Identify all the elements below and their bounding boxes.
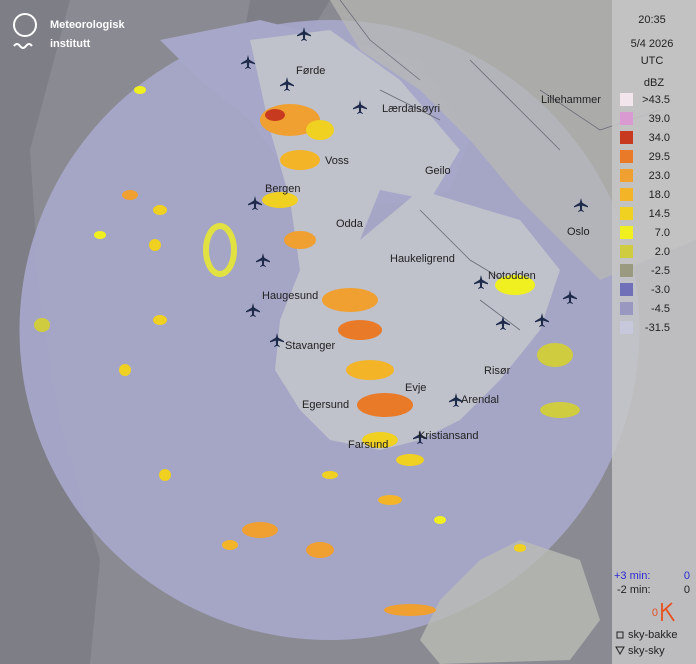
legend-swatch [620, 264, 633, 277]
legend-label: 23.0 [649, 170, 670, 182]
place-label: Lillehammer [541, 94, 601, 106]
place-label: Haukeligrend [390, 253, 455, 265]
legend-swatch [620, 169, 633, 182]
lightning-total: 0 [652, 607, 658, 619]
legend-label: 2.0 [655, 246, 670, 258]
lightning-type: sky-sky [628, 645, 665, 657]
legend-swatch [620, 93, 633, 106]
legend-swatch [620, 245, 633, 258]
lightning-count: 0 [684, 584, 690, 596]
place-labels: Førde Lærdalsøyri Lillehammer Voss Geilo… [262, 65, 601, 451]
logo-text: institutt [50, 38, 91, 50]
place-label: Egersund [302, 399, 349, 411]
land-east [330, 0, 696, 280]
legend-swatch [620, 150, 633, 163]
logo-text: Meteorologisk [50, 19, 125, 31]
place-label: Bergen [265, 183, 300, 195]
legend: >43.5 39.0 34.0 29.5 23.0 18.0 14.5 7.0 2.0 -2.5 -… [620, 93, 670, 334]
legend-label: 14.5 [649, 208, 670, 220]
land-denmark [420, 540, 600, 664]
legend-swatch [620, 207, 633, 220]
time: 20:35 [638, 14, 666, 26]
place-label: Kristiansand [418, 430, 479, 442]
lightning-label: -2 min: [617, 584, 651, 596]
legend-label: -31.5 [645, 322, 670, 334]
place-label: Haugesund [262, 290, 318, 302]
timezone: UTC [641, 55, 664, 67]
legend-label: 29.5 [649, 151, 670, 163]
borders-rivers [339, 0, 661, 331]
place-label: Evje [405, 382, 426, 394]
date: 5/4 2026 [631, 38, 674, 50]
logo: Meteorologisk institutt [13, 13, 125, 50]
legend-label: -3.0 [651, 284, 670, 296]
legend-swatch [620, 131, 633, 144]
legend-label: 34.0 [649, 132, 670, 144]
legend-label: -4.5 [651, 303, 670, 315]
legend-swatch [620, 112, 633, 125]
place-label: Oslo [567, 226, 590, 238]
place-label: Odda [336, 218, 364, 230]
legend-label: >43.5 [642, 94, 670, 106]
lightning-label: +3 min: [614, 570, 650, 582]
legend-swatch [620, 226, 633, 239]
lightning-count: 0 [684, 570, 690, 582]
place-label: Farsund [348, 439, 388, 451]
place-label: Risør [484, 365, 511, 377]
place-label: Notodden [488, 270, 536, 282]
legend-swatch [620, 283, 633, 296]
legend-swatch [620, 321, 633, 334]
legend-unit: dBZ [644, 77, 664, 89]
legend-label: 7.0 [655, 227, 670, 239]
place-label: Førde [296, 65, 325, 77]
place-label: Geilo [425, 165, 451, 177]
lightning-type: sky-bakke [628, 629, 678, 641]
place-label: Stavanger [285, 340, 335, 352]
legend-label: 39.0 [649, 113, 670, 125]
legend-swatch [620, 302, 633, 315]
place-label: Lærdalsøyri [382, 103, 440, 115]
legend-swatch [620, 188, 633, 201]
legend-label: 18.0 [649, 189, 670, 201]
place-label: Voss [325, 155, 349, 167]
place-label: Arendal [461, 394, 499, 406]
lightning: +3 min: 0 -2 min: 0 0 sky-bakke sky-sky [614, 570, 690, 657]
precipitation [34, 86, 580, 616]
legend-label: -2.5 [651, 265, 670, 277]
